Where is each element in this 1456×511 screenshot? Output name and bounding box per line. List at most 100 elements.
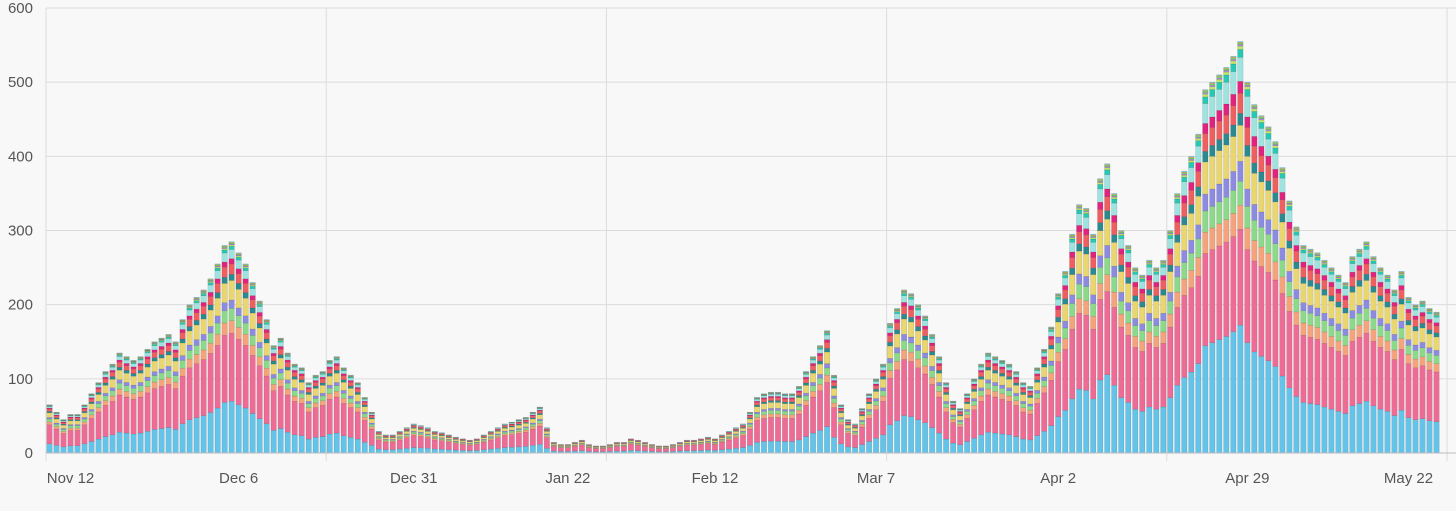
bar-segment: [333, 396, 340, 434]
bar-segment: [1181, 262, 1188, 280]
bar-segment: [529, 418, 536, 424]
bar-segment: [957, 424, 964, 428]
bar-segment: [922, 316, 929, 318]
bar-segment: [1146, 406, 1153, 454]
bar-segment: [179, 367, 186, 377]
x-tick-label: Jan 22: [545, 470, 590, 487]
bar-segment: [901, 293, 908, 296]
bar-segment: [1419, 327, 1426, 343]
bar-segment: [1160, 289, 1167, 296]
bar-segment: [1412, 304, 1419, 306]
bar-segment: [214, 278, 221, 284]
bar-segment: [1265, 233, 1272, 254]
bar-segment: [740, 431, 746, 435]
bar-segment: [151, 357, 158, 362]
bar-segment: [165, 345, 172, 352]
bar-segment: [1111, 202, 1118, 216]
bar-segment: [571, 446, 578, 452]
bar-segment: [277, 357, 284, 370]
bar-segment: [494, 437, 501, 449]
bar-segment: [1237, 204, 1244, 230]
bar-segment: [298, 393, 305, 399]
bar-segment: [319, 373, 326, 375]
bar-segment: [95, 387, 102, 390]
bar-segment: [1433, 311, 1440, 313]
bar-segment: [53, 445, 60, 454]
bar-segment: [1349, 263, 1356, 273]
bar-segment: [985, 369, 992, 380]
bar-segment: [1132, 281, 1139, 287]
bar-segment: [249, 307, 256, 314]
bar-segment: [312, 437, 319, 454]
bar-segment: [1097, 230, 1104, 256]
bar-segment: [1048, 379, 1055, 426]
bar-segment: [880, 376, 887, 380]
bar-segment: [305, 392, 312, 395]
bar-segment: [1391, 290, 1398, 292]
bar-segment: [1223, 114, 1230, 134]
bar-segment: [130, 368, 137, 374]
bar-segment: [1139, 340, 1146, 352]
bar-segment: [845, 422, 852, 425]
bar-segment: [929, 351, 936, 356]
bar-segment: [382, 449, 389, 454]
bar-segment: [578, 440, 585, 442]
bar-segment: [1069, 328, 1076, 400]
bar-segment: [1377, 300, 1384, 319]
bar-segment: [1209, 127, 1216, 146]
bar-segment: [1013, 400, 1020, 406]
bar-segment: [908, 336, 915, 344]
bar-segment: [1006, 387, 1013, 392]
bar-segment: [887, 322, 894, 324]
bar-segment: [1041, 356, 1048, 360]
bar-segment: [60, 424, 67, 429]
bar-segment: [1300, 402, 1307, 454]
bar-segment: [1055, 293, 1062, 295]
bar-segment: [102, 376, 109, 380]
bar-segment: [978, 366, 985, 371]
bar-segment: [1244, 145, 1251, 157]
bar-segment: [1181, 174, 1188, 178]
bar-segment: [207, 284, 214, 293]
bar-segment: [1118, 271, 1125, 293]
bar-segment: [887, 370, 894, 379]
bar-segment: [1342, 345, 1349, 356]
bar-segment: [943, 401, 950, 404]
bar-segment: [1062, 273, 1069, 276]
bar-segment: [1139, 281, 1146, 290]
bar-segment: [130, 366, 137, 370]
bar-segment: [200, 415, 207, 454]
bar-segment: [102, 373, 109, 375]
bar-segment: [1321, 262, 1328, 264]
bar-segment: [634, 440, 641, 442]
bar-segment: [1195, 140, 1202, 147]
bar-segment: [1062, 275, 1069, 279]
bar-segment: [466, 444, 473, 451]
bar-segment: [193, 302, 200, 310]
bar-segment: [1293, 261, 1300, 269]
bar-segment: [1160, 279, 1167, 290]
bar-segment: [1307, 280, 1314, 287]
bar-segment: [887, 332, 894, 337]
bar-segment: [340, 375, 347, 380]
bar-segment: [1125, 252, 1132, 263]
bar-segment: [277, 346, 284, 350]
bar-segment: [1349, 256, 1356, 258]
bar-segment: [1230, 190, 1237, 214]
bar-segment: [1125, 334, 1132, 403]
bar-segment: [1132, 336, 1139, 348]
bar-segment: [186, 326, 193, 332]
bar-segment: [501, 435, 508, 448]
bar-segment: [999, 393, 1006, 400]
bar-segment: [1118, 313, 1125, 328]
bar-segment: [1335, 292, 1342, 303]
bar-segment: [270, 374, 277, 379]
bar-segment: [347, 388, 354, 397]
bar-segment: [1020, 403, 1027, 408]
bar-segment: [249, 355, 256, 414]
bar-segment: [1412, 306, 1419, 309]
bar-segment: [403, 431, 410, 435]
bar-segment: [235, 259, 242, 270]
bar-segment: [1125, 261, 1132, 268]
x-tick-label: Apr 2: [1040, 470, 1076, 487]
